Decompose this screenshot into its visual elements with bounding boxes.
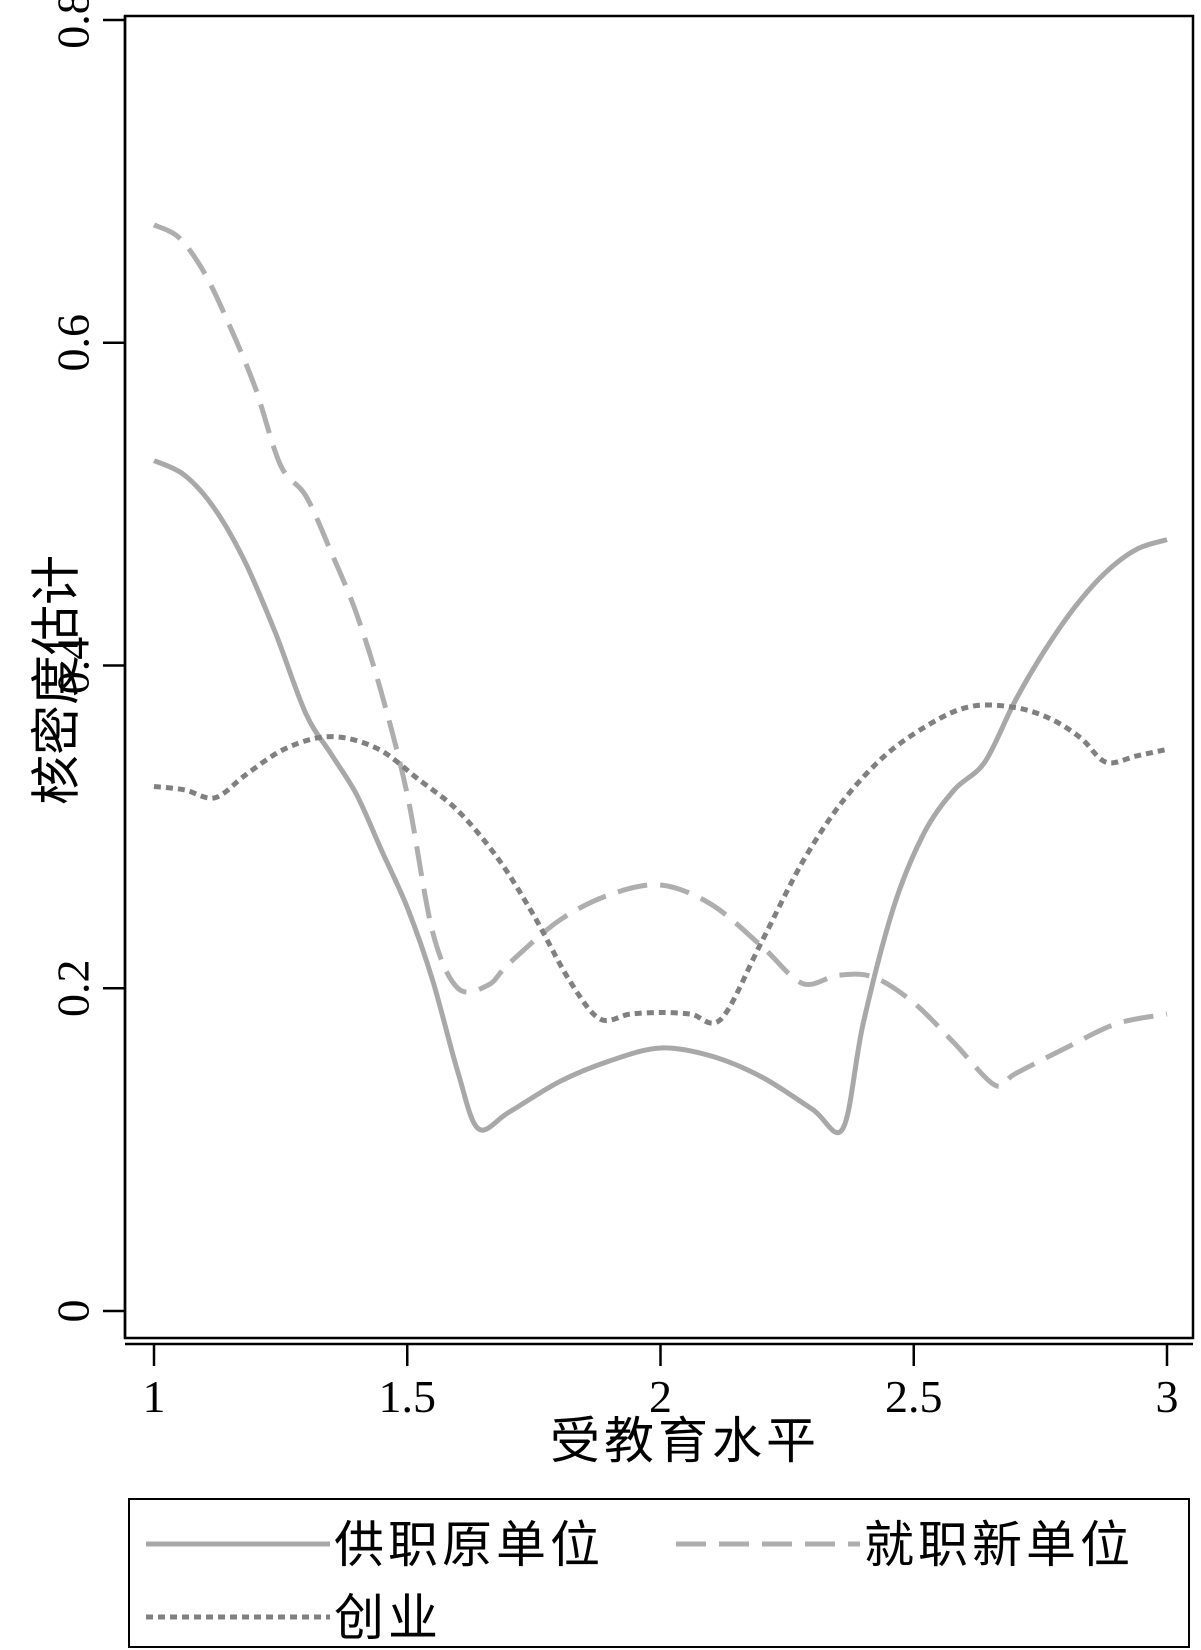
series-line-1 [152, 222, 1168, 1089]
y-axis-ticks: 0 0.2 0.4 0.6 0.8 [48, 0, 125, 1323]
series-line-0 [152, 458, 1168, 1135]
x-tick-label: 1.5 [379, 1371, 437, 1422]
x-tick-label: 3 [1156, 1371, 1179, 1422]
x-axis-title: 受教育水平 [550, 1412, 820, 1470]
y-tick-label: 0.2 [48, 960, 99, 1018]
legend-label-entrepreneur: 创业 [334, 1589, 442, 1647]
y-axis-title: 核密度估计 [28, 555, 86, 805]
y-tick-label: 0.6 [48, 314, 99, 372]
x-tick-label: 2 [649, 1371, 672, 1422]
x-tick-label: 1 [143, 1371, 166, 1422]
plot-frame [123, 14, 1195, 1340]
y-tick-label: 0.8 [48, 0, 99, 49]
series-layer [152, 222, 1168, 1135]
legend: 供职原单位 就职新单位 创业 [128, 1498, 1190, 1648]
legend-label-stay: 供职原单位 [334, 1516, 604, 1574]
series-line-2 [153, 702, 1168, 1026]
y-tick-label: 0.4 [48, 637, 99, 695]
x-axis-ticks: 1 1.5 2 2.5 3 [143, 1344, 1179, 1422]
legend-box [128, 1498, 1190, 1648]
x-tick-label: 2.5 [885, 1371, 943, 1422]
legend-label-new-job: 就职新单位 [864, 1516, 1134, 1574]
y-tick-label: 0 [48, 1300, 99, 1323]
